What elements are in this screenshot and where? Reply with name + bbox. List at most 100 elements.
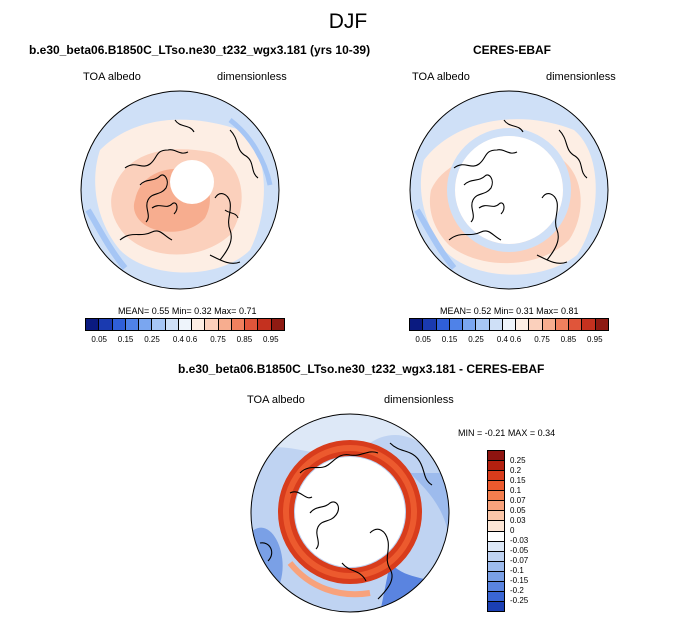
panel1-colorbar-swatch [257, 319, 271, 330]
panel2-polar-map [409, 90, 609, 290]
panel1-max-label: Max= [214, 306, 237, 316]
panel1-polar-map-field [80, 90, 280, 290]
panel1-colorbar-swatch [164, 319, 178, 330]
panel1-min-label: Min= [171, 306, 192, 316]
panel3-polar-map [250, 413, 450, 613]
panel1-units-label: dimensionless [217, 71, 287, 83]
panel3-colorbar-tick-label: 0.15 [510, 476, 526, 485]
panel2-colorbar-swatch [475, 319, 489, 330]
panel3-colorbar-tick-label: 0.05 [510, 506, 526, 515]
panel2-max-value: 0.81 [560, 306, 579, 316]
panel3-colorbar-swatch [488, 470, 504, 481]
panel2-colorbar-swatch [515, 319, 529, 330]
panel3-colorbar-tick-label: 0.25 [510, 456, 526, 465]
panel3-colorbar-swatch [488, 580, 504, 591]
panel1-polar-night-mask [170, 160, 214, 204]
panel3-colorbar-tick-label: -0.25 [510, 596, 529, 605]
panel2-colorbar-swatch [462, 319, 476, 330]
panel2-colorbar-tick-label: 0.75 [534, 335, 550, 344]
panel2-title: CERES-EBAF [473, 43, 552, 57]
panel2-colorbar-swatch [501, 319, 516, 330]
panel1-colorbar-swatch [124, 319, 139, 330]
panel2-colorbar [409, 318, 609, 331]
panel3-polar-night-mask [295, 457, 405, 567]
panel2-min-label: Min= [493, 306, 514, 316]
panel2-colorbar-swatch [554, 319, 569, 330]
panel2-colorbar-tick-label: 0.15 [441, 335, 458, 344]
panel1-colorbar-swatch [138, 319, 152, 330]
panel2-variable-label: TOA albedo [412, 71, 470, 83]
panel1-colorbar-tick-label: 0.4 [172, 335, 184, 344]
panel3-units-label: dimensionless [384, 394, 454, 406]
panel1-colorbar-swatch [86, 319, 99, 330]
panel2-colorbar-ticks: 0.05 0.15 0.25 0.4 0.6 0.75 0.85 0.95 [410, 335, 608, 345]
panel3-colorbar-swatch [488, 480, 504, 491]
panel2-colorbar-swatch [568, 319, 582, 330]
panel1-colorbar-swatch [244, 319, 258, 330]
panel3-stats: MIN = -0.21 MAX = 0.34 [458, 428, 555, 438]
panel2-colorbar-swatch [422, 319, 436, 330]
panel1-title: b.e30_beta06.B1850C_LTso.ne30_t232_wgx3.… [29, 43, 371, 57]
panel1-low-albedo-band [85, 208, 128, 270]
panel1-colorbar-swatch [204, 319, 218, 330]
panel2-max-label: Max= [536, 306, 559, 316]
panel2-stats: MEAN= 0.52 Min= 0.31 Max= 0.81 [440, 306, 578, 316]
panel3-min-label: MIN = [458, 428, 483, 438]
panel3-colorbar-tick-label: -0.05 [510, 546, 529, 555]
panel2-mean-label: MEAN= [440, 306, 472, 316]
panel2-colorbar-tick-label: 0.95 [587, 335, 603, 344]
panel3-colorbar-ticks: 0.25 0.2 0.15 0.1 0.07 0.05 0.03 0 -0.03 -0.05 -0.… [510, 451, 550, 611]
panel1-colorbar-tick-label: 0.15 [117, 335, 134, 344]
panel1-max-value: 0.71 [238, 306, 257, 316]
panel1-mean-value: 0.55 [151, 306, 170, 316]
panel2-colorbar-swatch [581, 319, 595, 330]
panel1-colorbar-tick-label: 0.6 [186, 335, 198, 344]
panel1-colorbar-swatch [177, 319, 192, 330]
panel2-min-value: 0.31 [516, 306, 534, 316]
panel1-colorbar-swatch [217, 319, 231, 330]
panel2-coastlines [448, 119, 588, 264]
panel2-units-label: dimensionless [546, 71, 616, 83]
panel2-colorbar-swatch [448, 319, 463, 330]
panel3-colorbar-tick-label: 0 [510, 526, 515, 535]
panel3-colorbar-tick-label: 0.2 [510, 466, 522, 475]
panel1-colorbar-swatch [151, 319, 165, 330]
panel1-variable-label: TOA albedo [83, 71, 141, 83]
panel2-colorbar-tick-label: 0.6 [510, 335, 522, 344]
panel2-polar-night-mask [455, 136, 563, 244]
panel3-colorbar-tick-label: -0.1 [510, 566, 524, 575]
panel1-min-value: 0.32 [194, 306, 212, 316]
panel3-title: b.e30_beta06.B1850C_LTso.ne30_t232_wgx3.… [178, 362, 545, 376]
panel3-max-label: MAX = [507, 428, 536, 438]
panel1-colorbar-swatch [98, 319, 112, 330]
panel1-colorbar-swatch [230, 319, 245, 330]
panel3-colorbar-swatch [488, 460, 504, 471]
panel2-ice-edge-ring [447, 128, 571, 252]
panel2-colorbar-tick-label: 0.25 [468, 335, 484, 344]
panel3-colorbar-tick-label: 0.07 [510, 496, 526, 505]
panel1-colorbar-tick-label: 0.25 [144, 335, 160, 344]
panel2-colorbar-swatch [528, 319, 542, 330]
panel2-colorbar-swatch [488, 319, 502, 330]
panel1-colorbar-tick-label: 0.75 [210, 335, 226, 344]
panel3-coastlines [259, 442, 433, 600]
panel3-positive-fringe [287, 561, 371, 598]
panel3-colorbar-swatch [488, 520, 504, 531]
panel1-low-albedo-band-2 [228, 118, 273, 186]
panel1-stats: MEAN= 0.55 Min= 0.32 Max= 0.71 [118, 306, 256, 316]
panel2-colorbar-swatch [594, 319, 608, 330]
panel3-colorbar-tick-label: -0.07 [510, 556, 529, 565]
panel3-colorbar-swatch [488, 560, 504, 571]
panel2-colorbar-swatch [541, 319, 555, 330]
panel3-colorbar-swatch [488, 590, 504, 601]
panel2-map-boundary [409, 90, 609, 290]
panel2-low-albedo-band [414, 208, 457, 270]
panel1-colorbar-tick-label: 0.95 [263, 335, 279, 344]
panel1-colorbar-tick-label: 0.85 [236, 335, 253, 344]
panel3-colorbar-tick-label: 0.03 [510, 516, 526, 525]
panel3-colorbar [487, 450, 505, 612]
panel2-colorbar-tick-label: 0.4 [496, 335, 508, 344]
panel3-colorbar-tick-label: -0.03 [510, 536, 529, 545]
panel3-colorbar-swatch [488, 500, 504, 511]
panel3-colorbar-tick-label: -0.2 [510, 586, 524, 595]
